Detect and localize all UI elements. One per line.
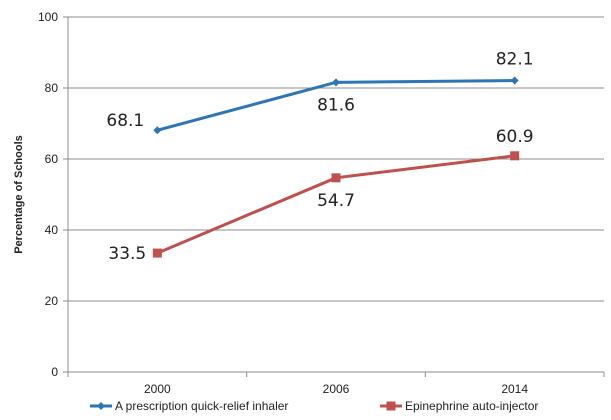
legend-marker — [386, 401, 396, 411]
data-point — [510, 151, 520, 161]
data-label: 33.5 — [108, 244, 146, 264]
y-tick-label: 100 — [38, 10, 58, 24]
data-label: 54.7 — [317, 191, 355, 211]
y-tick-label: 40 — [45, 223, 59, 237]
data-label: 68.1 — [106, 111, 144, 131]
legend-marker — [97, 402, 105, 410]
data-point — [152, 248, 162, 258]
data-label: 60.9 — [496, 127, 534, 147]
data-labels: 68.1 81.6 82.1 33.5 54.7 60.9 — [106, 50, 533, 265]
x-tick-label: 2014 — [501, 382, 528, 396]
gridlines — [68, 16, 604, 302]
legend-label: Epinephrine auto-injector — [405, 399, 538, 413]
y-tick-label: 80 — [45, 81, 59, 95]
data-label: 81.6 — [317, 95, 355, 115]
y-tick-label: 60 — [45, 152, 59, 166]
data-label: 82.1 — [496, 50, 534, 70]
y-axis-label: Percentage of Schools — [13, 135, 25, 254]
legend-label: A prescription quick-relief inhaler — [115, 399, 288, 413]
data-point — [153, 126, 162, 135]
x-tick-label: 2006 — [323, 382, 350, 396]
y-tick-label: 20 — [45, 294, 59, 308]
data-point — [332, 78, 340, 87]
data-point — [331, 173, 341, 183]
y-tick-label: 0 — [51, 365, 58, 379]
x-tick-label: 2000 — [144, 382, 171, 396]
axes: 0 20 40 60 80 100 2000 2006 2014 — [38, 10, 605, 396]
legend: A prescription quick-relief inhaler Epine… — [90, 399, 538, 413]
data-point — [510, 76, 519, 85]
series-group — [152, 76, 520, 258]
